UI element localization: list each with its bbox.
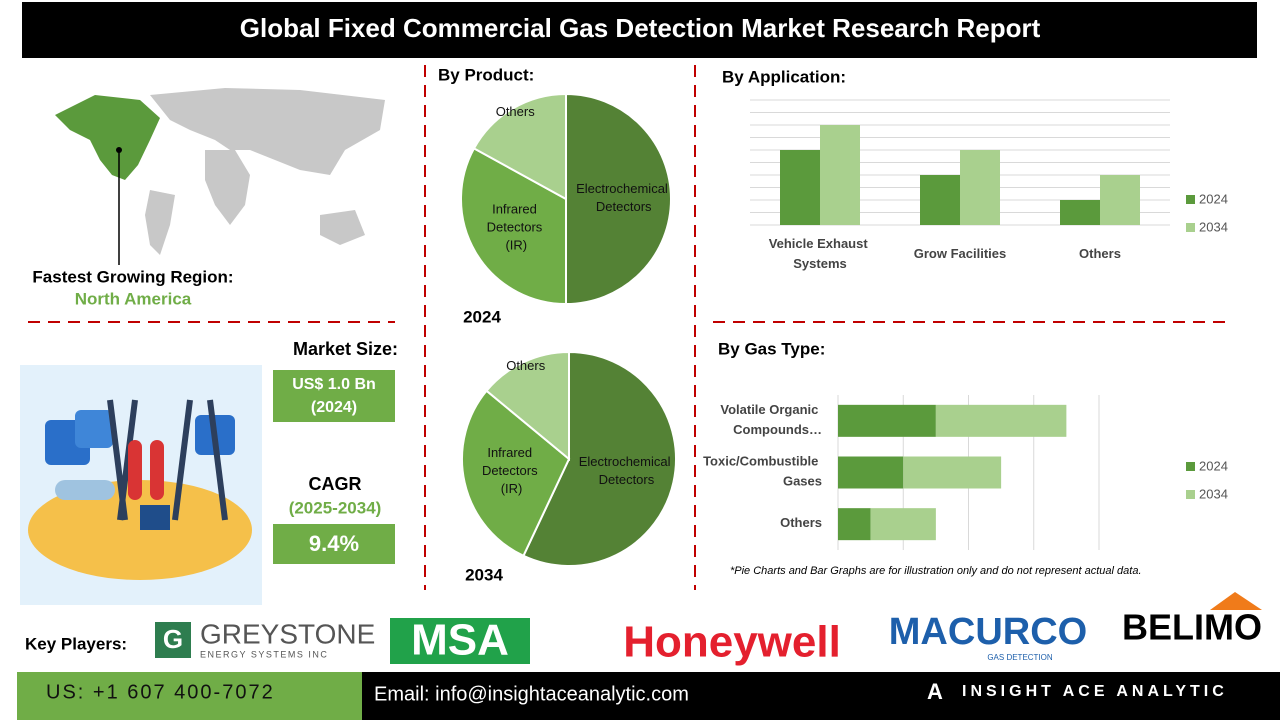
- chart-title: By Application:: [722, 67, 846, 86]
- bar: [935, 404, 1067, 437]
- bar: [780, 150, 820, 225]
- pie-slice: [472, 92, 567, 201]
- x-tick-label: Others: [1079, 246, 1121, 261]
- title: Global Fixed Commercial Gas Detection Ma…: [240, 13, 1041, 43]
- map-pointer-dot: [116, 147, 122, 153]
- pie-year: 2024: [463, 307, 501, 326]
- legend-label: 2034: [1199, 219, 1228, 234]
- y-tick-label: Others: [780, 516, 822, 531]
- brand-icon: A: [927, 679, 943, 704]
- legend-label: 2024: [1199, 458, 1228, 473]
- phone-bar: [17, 672, 362, 720]
- pie-slice: [565, 92, 672, 306]
- slice-label: Infrared Detectors (IR): [482, 445, 541, 496]
- bar: [820, 125, 860, 225]
- slice-label: Infrared Detectors (IR): [487, 202, 546, 253]
- greystone-tagline: ENERGY SYSTEMS INC: [200, 649, 328, 659]
- pie-slice: [485, 350, 570, 462]
- dividers: [28, 65, 1228, 590]
- pie-slice: [461, 389, 571, 558]
- bar: [1060, 200, 1100, 225]
- legend-swatch: [1186, 195, 1195, 204]
- macurco-tagline: GAS DETECTION: [987, 653, 1053, 662]
- slice-label: Electrochemical Detectors: [579, 454, 674, 487]
- y-tick-label: Volatile Organic Compounds…: [720, 402, 822, 437]
- legend-label: 2024: [1199, 191, 1228, 206]
- logo-msa: MSA: [411, 616, 509, 665]
- slice-label: Others: [506, 358, 546, 373]
- logo-greystone: GREYSTONE: [200, 618, 375, 649]
- brand: INSIGHT ACE ANALYTIC: [962, 683, 1228, 700]
- phone: US: +1 607 400-7072: [46, 681, 275, 703]
- x-tick-label: Vehicle Exhaust Systems: [769, 236, 872, 271]
- logo-belimo: BELIMO: [1122, 607, 1262, 648]
- chart-title: By Product:: [438, 65, 534, 84]
- legend-swatch: [1186, 462, 1195, 471]
- belimo-roof: [1210, 592, 1262, 610]
- bar: [960, 150, 1000, 225]
- world-map: [55, 88, 385, 255]
- key-players-label: Key Players:: [25, 634, 127, 653]
- greystone-icon-mark: G: [163, 624, 183, 654]
- pie-slice: [460, 147, 567, 306]
- bar: [838, 508, 871, 541]
- legend-swatch: [1186, 223, 1195, 232]
- bar: [920, 175, 960, 225]
- cagr-box: [273, 524, 395, 564]
- market-size-value: US$ 1.0 Bn: [292, 376, 376, 393]
- pie-slice: [522, 350, 677, 567]
- title-bar: [22, 2, 1257, 58]
- legend-label: 2034: [1199, 486, 1228, 501]
- x-tick-label: Grow Facilities: [914, 246, 1006, 261]
- pie-year: 2034: [465, 565, 503, 584]
- greystone-icon: [155, 622, 191, 658]
- market-size-label: Market Size:: [293, 339, 398, 359]
- bar: [1100, 175, 1140, 225]
- cagr-label: CAGR: [309, 474, 362, 494]
- logo-macurco: MACURCO: [889, 611, 1087, 653]
- region-value: North America: [75, 289, 192, 308]
- bar: [838, 404, 936, 437]
- region-label: Fastest Growing Region:: [32, 267, 233, 286]
- legend-swatch: [1186, 490, 1195, 499]
- market-size-year: (2024): [311, 399, 357, 416]
- note: *Pie Charts and Bar Graphs are for illus…: [730, 565, 1142, 577]
- footer-bar: [362, 672, 1280, 720]
- y-tick-label: Toxic/Combustible Gases: [703, 454, 822, 489]
- msa-box: [390, 618, 530, 664]
- slice-label: Others: [496, 105, 536, 120]
- email: Email: info@insightaceanalytic.com: [374, 683, 689, 705]
- bar: [903, 456, 1002, 489]
- cagr-period: (2025-2034): [289, 498, 382, 517]
- bar: [838, 456, 904, 489]
- logo-honeywell: Honeywell: [623, 618, 841, 667]
- bar: [870, 508, 936, 541]
- market-size-box: [273, 370, 395, 422]
- chart-title: By Gas Type:: [718, 339, 825, 358]
- cagr-value: 9.4%: [309, 531, 359, 556]
- slice-label: Electrochemical Detectors: [576, 181, 671, 214]
- illustration: [20, 365, 262, 605]
